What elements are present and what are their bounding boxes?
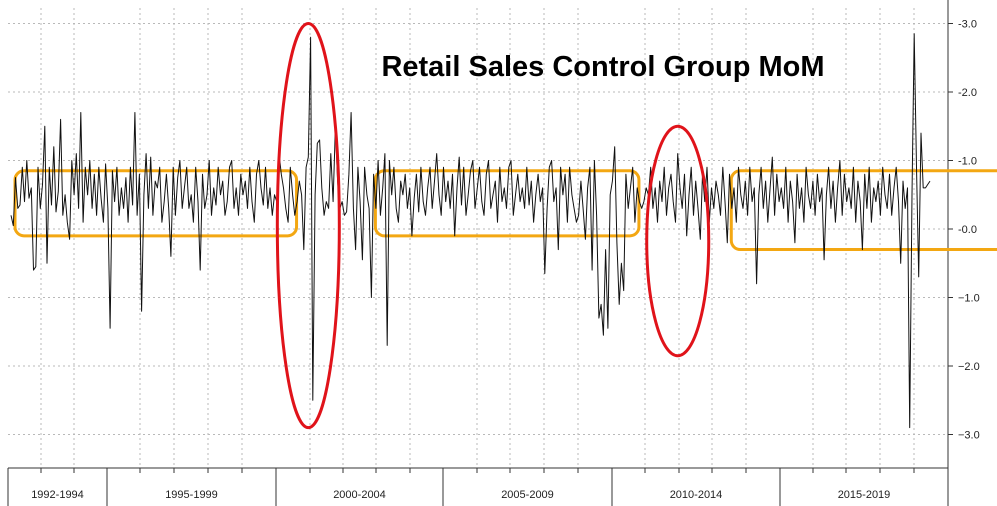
chart-title: Retail Sales Control Group MoM (381, 51, 824, 83)
x-period-label: 1995-1999 (165, 489, 218, 501)
gridlines (8, 8, 948, 468)
x-tick-labels: 1992-1994 1995-1999 2000-2004 2005-2009 2010… (31, 489, 890, 501)
y-tick-labels: -3.0 -2.0 -1.0 -0.0 −1.0 −2.0 −3.0 (958, 19, 980, 442)
normal-range-boxes (13, 169, 997, 252)
x-period-label: 2005-2009 (501, 489, 554, 501)
series-layer (10, 33, 931, 429)
y-tick-label: −2.0 (958, 361, 980, 373)
x-period-label: 2015-2019 (838, 489, 891, 501)
volatility-ellipses (275, 22, 711, 430)
y-tick-label: -3.0 (958, 19, 977, 31)
series-line (10, 33, 931, 429)
x-period-label: 2010-2014 (670, 489, 723, 501)
volatility-ellipse (645, 124, 711, 358)
y-tick-label: -2.0 (958, 87, 977, 99)
y-tick-label: -0.0 (958, 224, 977, 236)
y-tick-label: −3.0 (958, 430, 980, 442)
y-tick-label: −1.0 (958, 293, 980, 305)
x-period-label: 2000-2004 (333, 489, 386, 501)
axes (7, 0, 953, 506)
y-tick-label: -1.0 (958, 156, 977, 168)
x-period-label: 1992-1994 (31, 489, 84, 501)
volatility-ellipse (275, 22, 341, 430)
